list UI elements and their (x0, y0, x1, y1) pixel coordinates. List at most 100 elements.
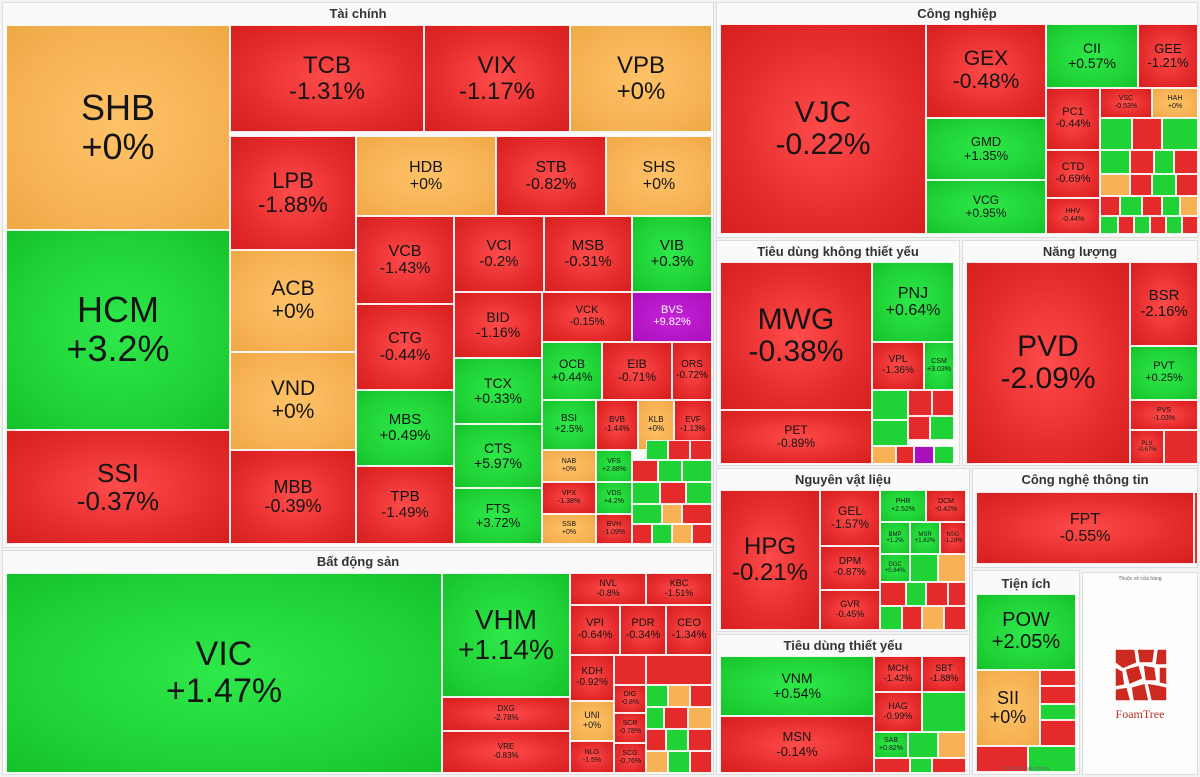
minor-tile[interactable] (614, 655, 646, 685)
tile-plx[interactable]: PLX -0.67% (1130, 430, 1164, 464)
tile-mbs[interactable]: MBS +0.49% (356, 390, 454, 466)
tile-ctg[interactable]: CTG -0.44% (356, 304, 454, 390)
tile-bvh[interactable]: BVH -1.09% (596, 514, 632, 544)
minor-tile[interactable] (1040, 720, 1076, 746)
tile-vpl[interactable]: VPL -1.36% (872, 342, 924, 390)
tile-bvb[interactable]: BVB -1.44% (596, 400, 638, 450)
minor-tile[interactable] (926, 582, 948, 606)
minor-tile[interactable] (1120, 196, 1142, 216)
tile-vre[interactable]: VRE -0.83% (442, 731, 570, 773)
minor-tile[interactable] (1176, 174, 1198, 196)
tile-vck[interactable]: VCK -0.15% (542, 292, 632, 342)
tile-msn[interactable]: MSN -0.14% (720, 716, 874, 773)
tile-bid[interactable]: BID -1.16% (454, 292, 542, 358)
minor-tile[interactable] (646, 440, 668, 460)
minor-tile[interactable] (1180, 196, 1198, 216)
minor-tile[interactable] (1100, 196, 1120, 216)
tile-bsi[interactable]: BSI +2.5% (542, 400, 596, 450)
minor-tile[interactable] (908, 416, 930, 440)
tile-mbb[interactable]: MBB -0.39% (230, 450, 356, 544)
tile-vpi[interactable]: VPI -0.64% (570, 605, 620, 655)
tile-msb[interactable]: MSB -0.31% (544, 216, 632, 292)
tile-vic[interactable]: VIC +1.47% (6, 573, 442, 773)
minor-tile[interactable] (1118, 216, 1134, 234)
minor-tile[interactable] (682, 504, 712, 524)
tile-csm[interactable]: CSM +3.03% (924, 342, 954, 390)
minor-tile[interactable] (1164, 430, 1198, 464)
tile-kbc[interactable]: KBC -1.51% (646, 573, 712, 605)
minor-tile[interactable] (666, 729, 688, 751)
minor-tile[interactable] (914, 446, 934, 464)
minor-tile[interactable] (938, 732, 966, 758)
tile-dpm[interactable]: DPM -0.87% (820, 546, 880, 590)
tile-phr[interactable]: PHR +2.52% (880, 490, 926, 522)
tile-hpg[interactable]: HPG -0.21% (720, 490, 820, 630)
tile-tcx[interactable]: TCX +0.33% (454, 358, 542, 424)
minor-tile[interactable] (872, 446, 896, 464)
tile-gmd[interactable]: GMD +1.35% (926, 118, 1046, 180)
minor-tile[interactable] (668, 751, 690, 773)
tile-lpb[interactable]: LPB -1.88% (230, 136, 356, 250)
minor-tile[interactable] (880, 582, 906, 606)
minor-tile[interactable] (1150, 216, 1166, 234)
tile-uni[interactable]: UNI +0% (570, 701, 614, 741)
tile-hah[interactable]: HAH +0% (1152, 88, 1198, 118)
tile-sab[interactable]: SAB +0.82% (874, 732, 908, 758)
minor-tile[interactable] (688, 707, 712, 729)
tile-vpx[interactable]: VPX -1.38% (542, 482, 596, 514)
minor-tile[interactable] (922, 692, 966, 732)
minor-tile[interactable] (1132, 118, 1162, 150)
minor-tile[interactable] (874, 758, 910, 773)
minor-tile[interactable] (934, 446, 954, 464)
tile-bmp[interactable]: BMP +1.2% (880, 522, 910, 554)
minor-tile[interactable] (672, 524, 692, 544)
tile-vix[interactable]: VIX -1.17% (424, 25, 570, 132)
tile-sbt[interactable]: SBT -1.88% (922, 656, 966, 692)
tile-ocb[interactable]: OCB +0.44% (542, 342, 602, 400)
minor-tile[interactable] (1040, 704, 1076, 720)
tile-vds[interactable]: VDS +4.2% (596, 482, 632, 514)
minor-tile[interactable] (690, 685, 712, 707)
tile-gel[interactable]: GEL -1.57% (820, 490, 880, 546)
tile-vpb[interactable]: VPB +0% (570, 25, 712, 132)
tile-vcg[interactable]: VCG +0.95% (926, 180, 1046, 234)
tile-ssi[interactable]: SSI -0.37% (6, 430, 230, 544)
tile-tcb[interactable]: TCB -1.31% (230, 25, 424, 132)
tile-vib[interactable]: VIB +0.3% (632, 216, 712, 292)
tile-shs[interactable]: SHS +0% (606, 136, 712, 216)
tile-hcm[interactable]: HCM +3.2% (6, 230, 230, 430)
tile-ctd[interactable]: CTD -0.69% (1046, 150, 1100, 198)
tile-nab[interactable]: NAB +0% (542, 450, 596, 482)
tile-nvl[interactable]: NVL -0.8% (570, 573, 646, 605)
tile-tpb[interactable]: TPB -1.49% (356, 466, 454, 544)
minor-tile[interactable] (1154, 150, 1174, 174)
minor-tile[interactable] (690, 751, 712, 773)
tile-ors[interactable]: ORS -0.72% (672, 342, 712, 400)
minor-tile[interactable] (1142, 196, 1162, 216)
minor-tile[interactable] (1100, 118, 1132, 150)
tile-vjc[interactable]: VJC -0.22% (720, 24, 926, 234)
minor-tile[interactable] (668, 685, 690, 707)
tile-pvs[interactable]: PVS -1.03% (1130, 400, 1198, 430)
tile-pow[interactable]: POW +2.05% (976, 594, 1076, 670)
tile-hhv[interactable]: HHV -0.44% (1046, 198, 1100, 234)
tile-ceo[interactable]: CEO -1.34% (666, 605, 712, 655)
tile-fts[interactable]: FTS +3.72% (454, 488, 542, 544)
tile-vnd[interactable]: VND +0% (230, 352, 356, 450)
minor-tile[interactable] (948, 582, 966, 606)
minor-tile[interactable] (652, 524, 672, 544)
tile-vfs[interactable]: VFS +2.88% (596, 450, 632, 482)
minor-tile[interactable] (1028, 746, 1076, 772)
minor-tile[interactable] (908, 390, 932, 416)
minor-tile[interactable] (632, 504, 662, 524)
tile-bsr[interactable]: BSR -2.16% (1130, 262, 1198, 346)
minor-tile[interactable] (922, 606, 944, 630)
minor-tile[interactable] (880, 606, 902, 630)
minor-tile[interactable] (646, 685, 668, 707)
tile-shb[interactable]: SHB +0% (6, 25, 230, 230)
tile-pvd[interactable]: PVD -2.09% (966, 262, 1130, 464)
minor-tile[interactable] (688, 729, 712, 751)
tile-scg[interactable]: SCG -0.76% (614, 743, 646, 773)
minor-tile[interactable] (1040, 686, 1076, 704)
minor-tile[interactable] (646, 655, 712, 685)
